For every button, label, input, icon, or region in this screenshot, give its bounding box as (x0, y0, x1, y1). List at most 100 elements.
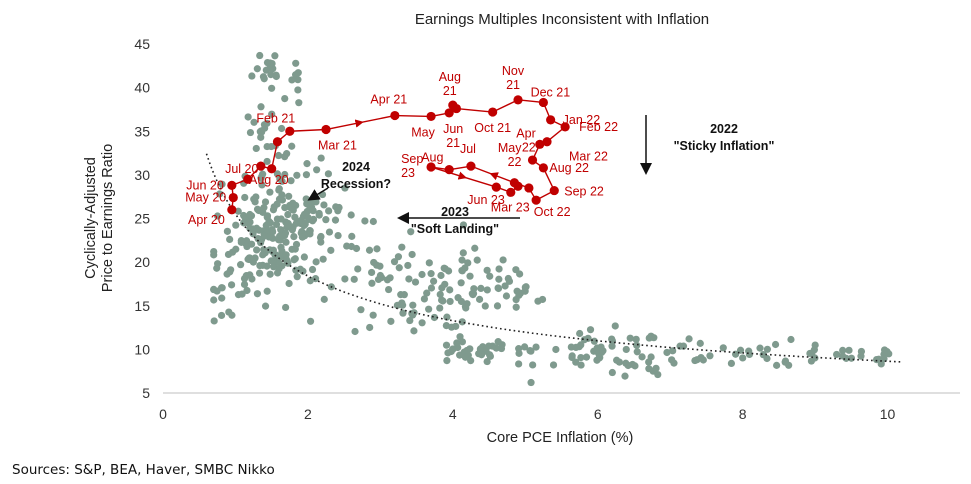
path-label: Jun 20 (186, 178, 224, 192)
scatter-point (676, 342, 684, 350)
scatter-point (317, 154, 325, 162)
scatter-point (370, 258, 378, 267)
scatter-point (538, 295, 547, 304)
scatter-point (240, 219, 248, 227)
scatter-point (425, 305, 433, 313)
scatter-point (281, 170, 289, 179)
scatter-point (745, 347, 753, 355)
scatter-point (436, 290, 444, 299)
scatter-point (213, 212, 222, 220)
scatter-point (366, 323, 374, 332)
scatter-point (232, 245, 240, 253)
path-label: Sep 22 (564, 185, 604, 199)
scatter-point (261, 198, 270, 206)
scatter-point (420, 295, 429, 303)
scatter-point (719, 344, 727, 352)
scatter-point (258, 181, 266, 189)
path-label: Jun 23 (467, 193, 505, 207)
scatter-point (441, 280, 449, 288)
scatter-point (436, 304, 444, 312)
y-axis-label: Cyclically-Adjusted Price to Earnings Ra… (83, 144, 116, 292)
scatter-point (442, 341, 451, 349)
scatter-point (252, 144, 260, 153)
scatter-point (246, 218, 254, 226)
scatter-point (217, 284, 226, 292)
path-label: Aug 21 (439, 70, 461, 98)
path-arrow (457, 171, 467, 180)
scatter-point (295, 99, 303, 107)
scatter-point (269, 228, 277, 236)
path-label: Nov 21 (502, 64, 525, 92)
path-point (535, 139, 545, 149)
scatter-point (481, 302, 489, 310)
scatter-point (502, 292, 511, 300)
scatter-point (645, 358, 653, 366)
scatter-point (787, 335, 795, 344)
path-label: Apr 20 (188, 213, 225, 227)
scatter-point (281, 94, 289, 103)
path-point (321, 124, 331, 135)
path-label: Mar 22 (569, 150, 608, 164)
scatter-point (287, 177, 295, 185)
scatter-point (341, 275, 349, 283)
scatter-point (283, 256, 291, 265)
scatter-point (325, 207, 333, 215)
scatter-point (410, 327, 418, 335)
path-label: May 20 (185, 191, 226, 205)
scatter-point (483, 286, 491, 294)
scatter-point (486, 272, 494, 280)
scatter-point (418, 319, 426, 327)
y-tick-label: 15 (134, 298, 150, 314)
scatter-point (278, 124, 286, 133)
scatter-point (877, 360, 885, 368)
scatter-point (624, 361, 632, 370)
scatter-point (288, 226, 296, 234)
scatter-point (369, 311, 377, 319)
scatter-point (351, 327, 359, 336)
path-label: Dec 21 (531, 85, 571, 99)
scatter-point (459, 221, 468, 229)
annotation-2023-label: "Soft Landing" (411, 222, 499, 236)
path-label: Aug 20 (249, 173, 289, 187)
scatter-point (405, 275, 413, 283)
historical-scatter (210, 51, 893, 387)
scatter-point (284, 210, 292, 219)
scatter-point (374, 275, 383, 284)
scatter-point (234, 207, 242, 215)
scatter-point (301, 220, 309, 228)
path-point (546, 115, 556, 125)
scatter-point (275, 265, 283, 273)
scatter-point (756, 344, 764, 352)
scatter-point (225, 308, 233, 316)
scatter-point (857, 347, 866, 356)
scatter-point (759, 351, 767, 359)
scatter-point (727, 359, 736, 367)
scatter-point (512, 296, 520, 304)
x-tick-label: 2 (304, 406, 312, 422)
scatter-point (516, 270, 524, 278)
scatter-point (261, 124, 269, 132)
scatter-point (552, 345, 560, 354)
scatter-point (839, 346, 847, 354)
scatter-point (406, 316, 414, 325)
scatter-point (232, 221, 240, 229)
scatter-point (259, 251, 267, 259)
scatter-point (226, 235, 234, 244)
scatter-point (269, 263, 278, 271)
scatter-point (458, 318, 466, 326)
path-point (506, 187, 516, 197)
scatter-point (292, 59, 300, 67)
scatter-point (268, 110, 276, 118)
scatter-point (404, 261, 412, 270)
x-tick-label: 0 (159, 406, 167, 422)
scatter-point (477, 284, 485, 293)
scatter-point (361, 217, 369, 225)
scatter-point (880, 346, 889, 354)
scatter-point (394, 253, 403, 261)
path-label: May (411, 125, 435, 139)
scatter-point (335, 203, 343, 212)
scatter-point (471, 244, 479, 252)
scatter-point (407, 228, 415, 236)
